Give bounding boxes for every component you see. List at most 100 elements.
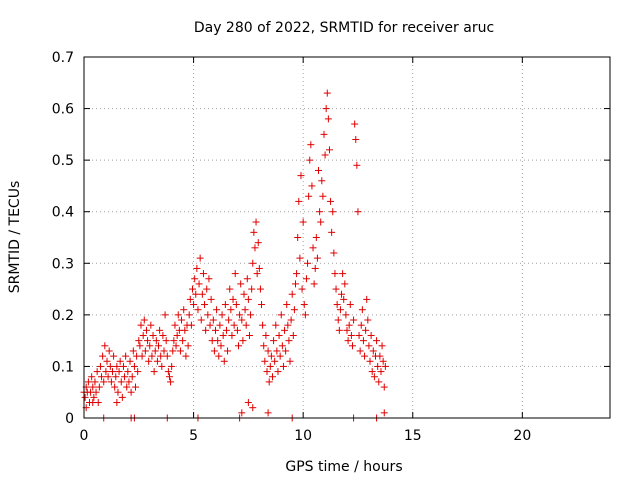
- data-point: [354, 208, 362, 216]
- data-point: [247, 311, 255, 319]
- data-point: [190, 301, 198, 309]
- data-point: [367, 331, 375, 339]
- x-axis-label: GPS time / hours: [285, 459, 402, 475]
- data-point: [338, 290, 346, 298]
- data-point: [310, 280, 318, 288]
- y-tick-label: 0.3: [52, 256, 74, 272]
- data-point: [136, 342, 144, 350]
- data-point: [295, 197, 303, 205]
- data-point: [168, 362, 176, 370]
- data-point: [261, 357, 269, 365]
- data-point: [248, 285, 256, 293]
- data-point: [355, 331, 363, 339]
- data-point: [288, 290, 296, 298]
- data-point: [238, 409, 246, 417]
- data-point: [90, 393, 98, 401]
- data-point: [272, 321, 280, 329]
- data-point: [238, 316, 246, 324]
- data-point: [179, 337, 187, 345]
- data-point: [156, 326, 164, 334]
- x-tick-label: 10: [294, 428, 312, 444]
- data-point: [336, 306, 344, 314]
- data-point: [95, 383, 103, 391]
- data-point: [380, 383, 388, 391]
- data-point: [99, 352, 107, 360]
- data-point: [264, 409, 272, 417]
- data-point: [308, 182, 316, 190]
- data-point: [361, 352, 369, 360]
- data-point: [239, 337, 247, 345]
- data-point: [307, 141, 315, 149]
- data-point: [270, 337, 278, 345]
- x-tick-label: 15: [404, 428, 422, 444]
- data-point: [216, 321, 224, 329]
- data-point: [221, 301, 229, 309]
- data-point: [153, 357, 161, 365]
- data-point: [333, 301, 341, 309]
- y-tick-label: 0.1: [52, 359, 74, 375]
- data-point: [296, 254, 304, 262]
- data-point: [89, 399, 97, 407]
- data-point: [256, 285, 264, 293]
- data-point: [101, 342, 109, 350]
- data-point: [206, 321, 214, 329]
- x-tick-label: 20: [513, 428, 531, 444]
- data-point: [178, 316, 186, 324]
- data-point: [191, 275, 199, 283]
- data-point: [271, 357, 279, 365]
- data-point: [167, 378, 175, 386]
- data-point: [244, 295, 252, 303]
- x-tick-label: 5: [189, 428, 198, 444]
- data-point: [341, 280, 349, 288]
- data-point: [380, 409, 388, 417]
- y-tick-label: 0: [65, 411, 74, 427]
- data-point: [233, 326, 241, 334]
- data-point: [324, 115, 332, 123]
- data-point: [202, 326, 210, 334]
- data-point: [205, 275, 213, 283]
- data-point: [147, 321, 155, 329]
- data-point: [123, 383, 131, 391]
- data-point: [309, 244, 317, 252]
- data-point: [222, 326, 230, 334]
- y-tick-label: 0.5: [52, 153, 74, 169]
- data-point: [322, 105, 330, 113]
- data-point: [146, 342, 154, 350]
- data-point: [283, 301, 291, 309]
- data-point: [145, 357, 153, 365]
- data-point: [185, 311, 193, 319]
- data-point: [198, 290, 206, 298]
- data-point: [274, 368, 282, 376]
- data-point: [103, 357, 111, 365]
- data-point: [362, 326, 370, 334]
- data-point: [121, 373, 129, 381]
- data-point: [317, 218, 325, 226]
- data-point: [279, 362, 287, 370]
- data-point: [250, 228, 258, 236]
- data-point: [113, 362, 121, 370]
- data-point: [330, 249, 338, 257]
- data-point: [381, 362, 389, 370]
- data-point: [253, 270, 261, 278]
- data-point: [187, 321, 195, 329]
- data-point: [277, 311, 285, 319]
- data-point: [299, 218, 307, 226]
- data-point: [241, 306, 249, 314]
- data-point: [106, 362, 114, 370]
- data-point: [199, 270, 207, 278]
- data-point: [132, 383, 140, 391]
- data-point: [374, 362, 382, 370]
- data-point: [259, 321, 267, 329]
- data-point: [240, 290, 248, 298]
- x-tick-label: 0: [80, 428, 89, 444]
- data-point: [225, 316, 233, 324]
- data-point: [181, 326, 189, 334]
- data-point: [316, 208, 324, 216]
- data-point: [113, 399, 121, 407]
- data-point: [304, 259, 312, 267]
- data-point: [81, 393, 89, 401]
- data-point: [323, 89, 331, 97]
- data-point: [163, 352, 171, 360]
- y-tick-label: 0.6: [52, 102, 74, 118]
- data-point: [268, 373, 276, 381]
